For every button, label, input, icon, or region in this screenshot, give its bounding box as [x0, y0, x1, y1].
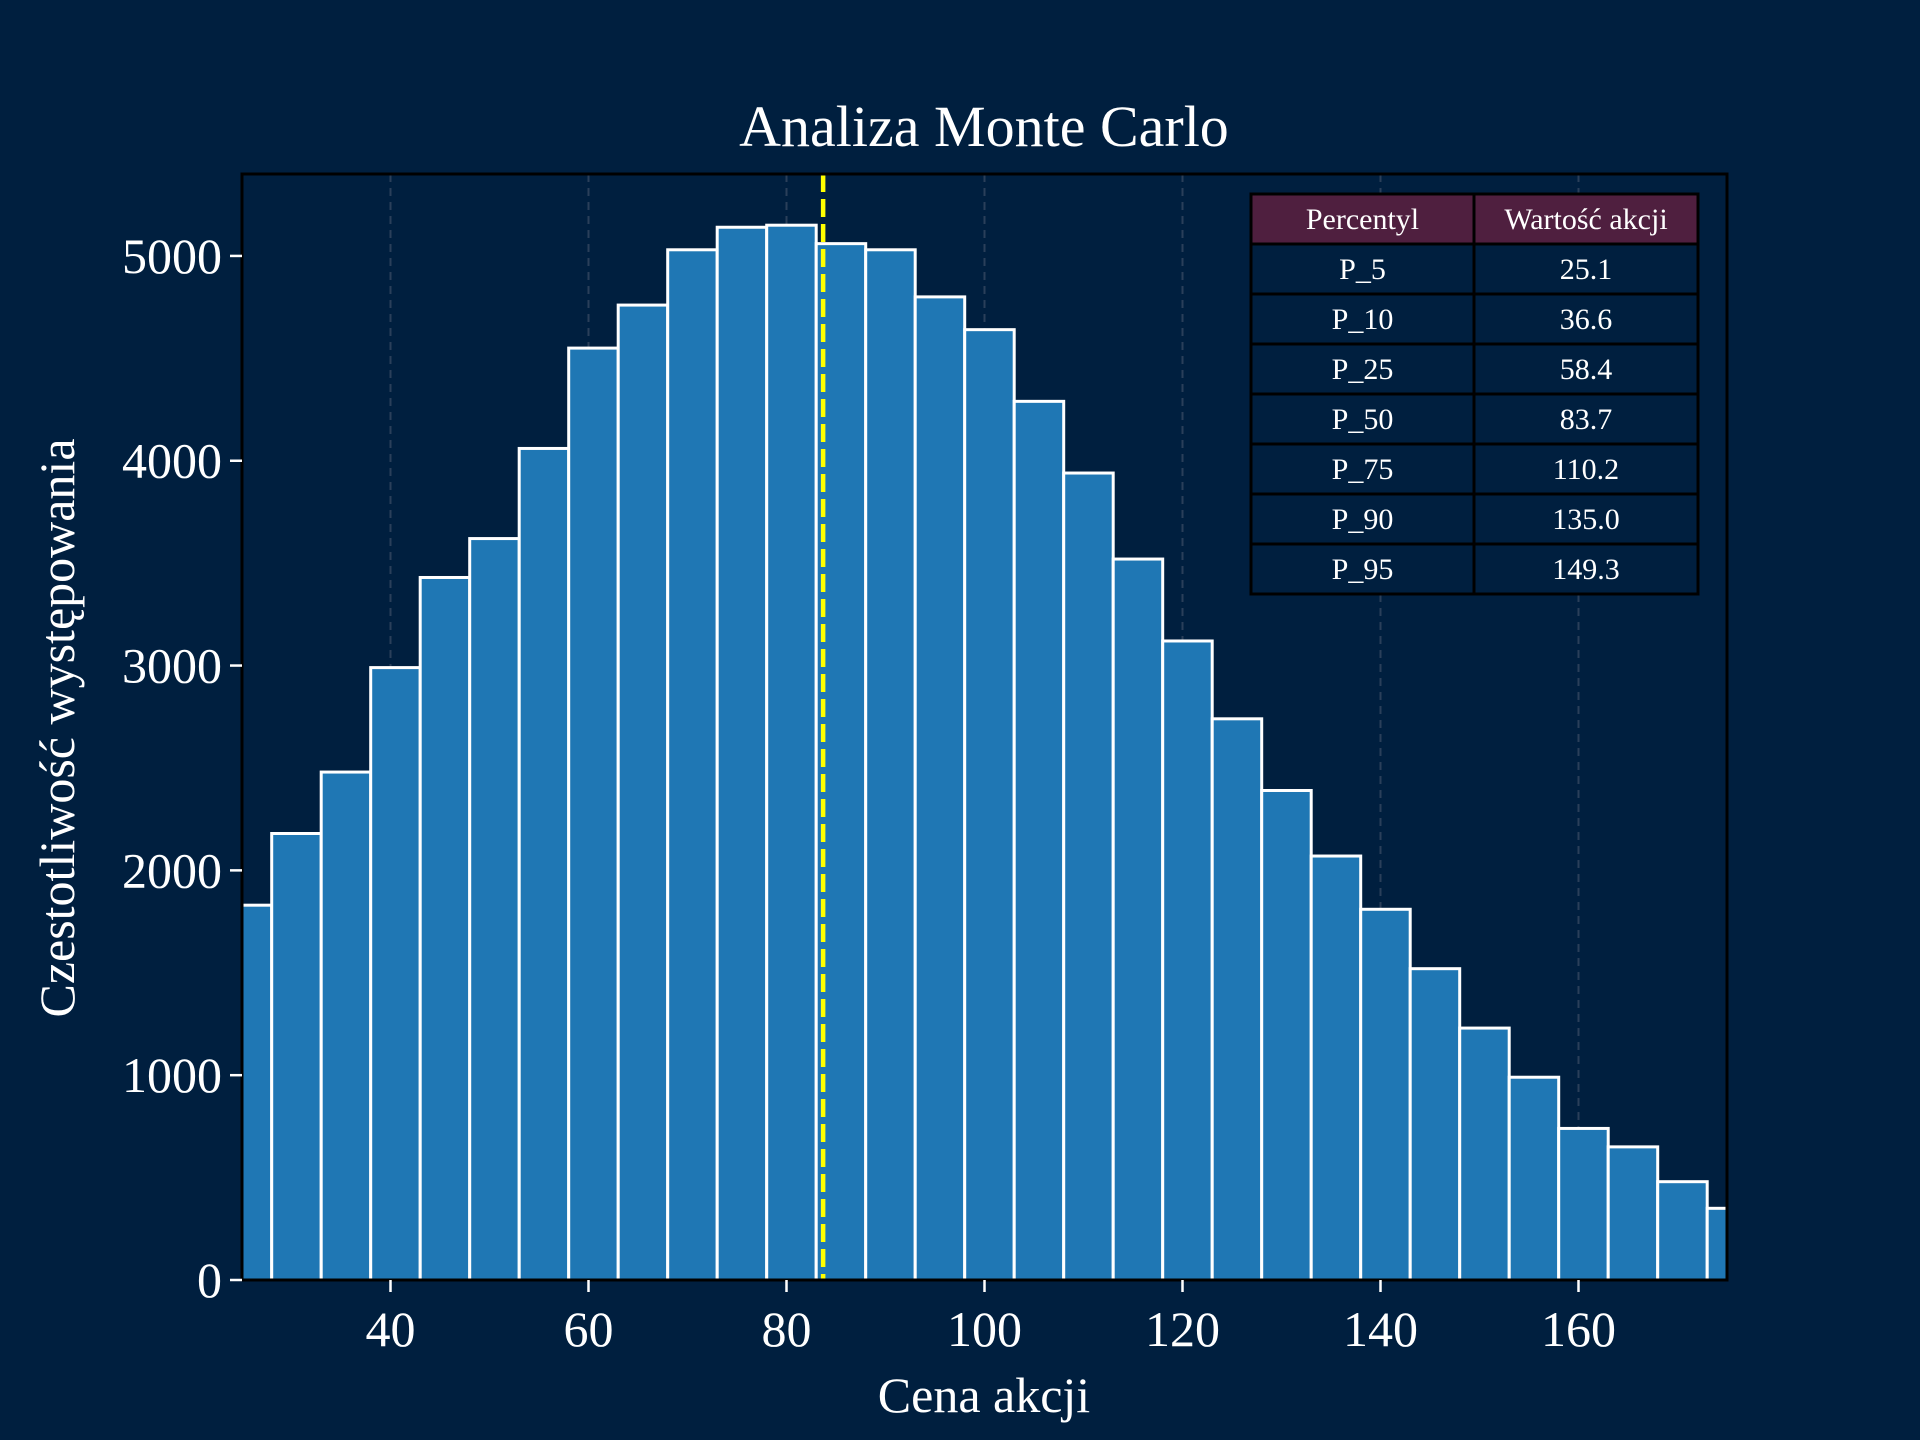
histogram-bar — [913, 295, 967, 1280]
histogram-bar — [666, 248, 719, 1280]
histogram-bar — [765, 223, 818, 1280]
table-cell — [1249, 542, 1476, 596]
table-header-label: Wartość akcji — [1504, 203, 1667, 236]
table-cell-value: P_50 — [1332, 403, 1394, 436]
histogram-bars — [242, 223, 1727, 1280]
histogram-bar — [1210, 717, 1264, 1280]
x-tick-label: 40 — [366, 1301, 416, 1357]
y-tick-label: 4000 — [122, 433, 222, 489]
histogram-bar — [1557, 1126, 1610, 1280]
y-axis-label: Czestotliwość występowania — [29, 438, 85, 1017]
x-axis-ticks: 40 60 80 100 120 140 160 — [366, 1280, 1616, 1357]
x-tick-label: 100 — [947, 1301, 1022, 1357]
chart-title: Analiza Monte Carlo — [739, 94, 1229, 159]
table-cell-value: 25.1 — [1560, 253, 1613, 286]
y-tick-label: 5000 — [122, 228, 222, 284]
histogram-bar — [1111, 557, 1165, 1280]
histogram-bar — [1260, 788, 1313, 1280]
x-tick-label: 80 — [762, 1301, 812, 1357]
histogram-bar — [1062, 471, 1115, 1280]
table-cell-value: 135.0 — [1552, 503, 1620, 536]
table-cell-value: 36.6 — [1560, 303, 1613, 336]
y-tick-label: 1000 — [122, 1047, 222, 1103]
percentile-table: Percentyl Wartość akcji P_5 25.1 P_10 36.6 P_2… — [1249, 192, 1700, 596]
x-tick-label: 60 — [564, 1301, 614, 1357]
y-tick-label: 3000 — [122, 638, 222, 694]
histogram-bar — [369, 666, 422, 1280]
table-cell — [1472, 442, 1700, 496]
histogram-bar — [715, 225, 769, 1280]
x-tick-label: 120 — [1145, 1301, 1220, 1357]
x-tick-label: 160 — [1541, 1301, 1616, 1357]
table-cell-value: 58.4 — [1560, 353, 1613, 386]
table-cell-value: P_95 — [1332, 553, 1394, 586]
table-cell — [1249, 392, 1476, 446]
histogram-bar — [517, 446, 571, 1280]
histogram-bar — [1359, 907, 1412, 1280]
table-cell-value: P_10 — [1332, 303, 1394, 336]
histogram-bar — [1606, 1145, 1660, 1280]
histogram-bar — [418, 575, 472, 1280]
histogram-bar — [963, 328, 1016, 1280]
table-cell — [1249, 492, 1476, 546]
histogram-bar — [1705, 1206, 1727, 1280]
histogram-bar — [1012, 399, 1066, 1280]
table-cell — [1472, 392, 1700, 446]
histogram-bar — [1161, 639, 1214, 1280]
histogram-bar — [616, 303, 670, 1280]
y-tick-label: 2000 — [122, 842, 222, 898]
table-cell-value: P_25 — [1332, 353, 1394, 386]
table-cell-value: 110.2 — [1553, 453, 1619, 486]
histogram-bar — [319, 770, 373, 1280]
y-axis-ticks: 0 1000 2000 3000 4000 5000 — [122, 228, 242, 1308]
table-cell-value: 149.3 — [1552, 553, 1620, 586]
y-tick-label: 0 — [197, 1252, 222, 1308]
histogram-bar — [1458, 1026, 1511, 1280]
histogram-bar — [270, 832, 323, 1280]
histogram-bar — [468, 537, 521, 1280]
histogram-bar — [1507, 1075, 1561, 1280]
table-cell-value: P_90 — [1332, 503, 1394, 536]
table-cell — [1472, 542, 1700, 596]
table-cell-value: P_75 — [1332, 453, 1394, 486]
histogram-bar — [1408, 967, 1462, 1280]
histogram-bar — [864, 248, 917, 1280]
histogram-bar — [567, 346, 620, 1280]
table-cell — [1249, 292, 1476, 346]
histogram-bar — [242, 903, 274, 1280]
table-header-label: Percentyl — [1306, 203, 1419, 236]
table-cell — [1472, 342, 1700, 396]
table-cell-value: P_5 — [1339, 253, 1386, 286]
table-cell-value: 83.7 — [1560, 403, 1613, 436]
x-tick-label: 140 — [1343, 1301, 1418, 1357]
histogram-bar — [1656, 1180, 1709, 1280]
histogram-bar — [1309, 854, 1363, 1280]
x-axis-label: Cena akcji — [878, 1367, 1090, 1423]
